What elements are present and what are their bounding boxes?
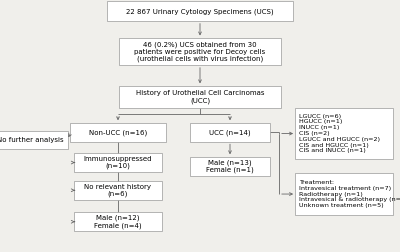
Text: 22 867 Urinary Cytology Specimens (UCS): 22 867 Urinary Cytology Specimens (UCS) — [126, 8, 274, 15]
FancyBboxPatch shape — [119, 86, 281, 108]
Text: Immunosuppressed
(n=10): Immunosuppressed (n=10) — [84, 156, 152, 169]
Text: History of Urothelial Cell Carcinomas
(UCC): History of Urothelial Cell Carcinomas (U… — [136, 90, 264, 104]
FancyBboxPatch shape — [295, 108, 393, 159]
FancyBboxPatch shape — [107, 2, 293, 21]
Text: UCC (n=14): UCC (n=14) — [209, 129, 251, 136]
FancyBboxPatch shape — [74, 212, 162, 231]
FancyBboxPatch shape — [74, 181, 162, 200]
Text: Male (n=13)
Female (n=1): Male (n=13) Female (n=1) — [206, 159, 254, 173]
Text: Non-UCC (n=16): Non-UCC (n=16) — [89, 129, 147, 136]
Text: No further analysis: No further analysis — [0, 137, 63, 143]
FancyBboxPatch shape — [295, 173, 393, 215]
FancyBboxPatch shape — [119, 38, 281, 65]
FancyBboxPatch shape — [74, 153, 162, 172]
FancyBboxPatch shape — [190, 123, 270, 142]
FancyBboxPatch shape — [0, 131, 68, 149]
Text: LGUCC (n=6)
HGUCC (n=1)
INUCC (n=1)
CIS (n=2)
LGUCC and HGUCC (n=2)
CIS and HGUC: LGUCC (n=6) HGUCC (n=1) INUCC (n=1) CIS … — [299, 114, 380, 153]
FancyBboxPatch shape — [190, 157, 270, 176]
Text: 46 (0.2%) UCS obtained from 30
patients were positive for Decoy cells
(urothelia: 46 (0.2%) UCS obtained from 30 patients … — [134, 41, 266, 62]
FancyBboxPatch shape — [70, 123, 166, 142]
Text: Male (n=12)
Female (n=4): Male (n=12) Female (n=4) — [94, 215, 142, 229]
Text: No relevant history
(n=6): No relevant history (n=6) — [84, 183, 152, 197]
Text: Treatment:
Intravesical treatment (n=7)
Radiotherapy (n=1)
Intravesical & radiot: Treatment: Intravesical treatment (n=7) … — [299, 180, 400, 208]
